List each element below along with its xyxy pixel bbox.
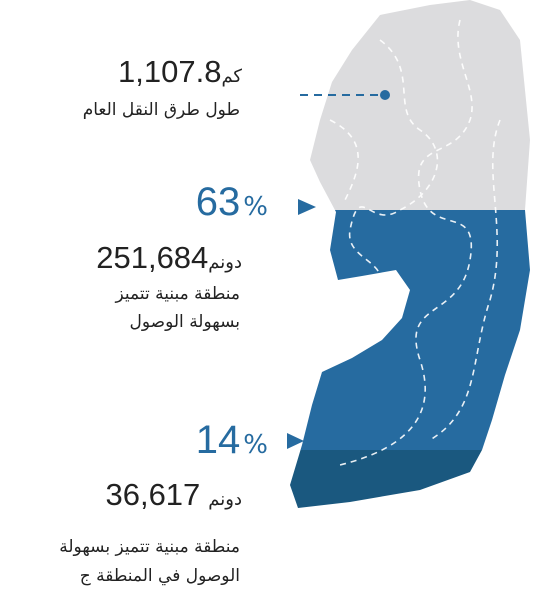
- percent: 14 %: [196, 418, 268, 463]
- area-c-value: 36,617 دونم: [105, 477, 242, 513]
- percent-sign: %: [243, 430, 268, 460]
- arrow: [298, 199, 316, 215]
- map: [290, 0, 530, 508]
- percent-number: 14: [195, 418, 241, 462]
- number: 251,684: [96, 240, 209, 275]
- pointer-dot: [380, 90, 390, 100]
- percent-number: 63: [195, 180, 241, 224]
- label-line: منطقة مبنية تتميز: [115, 284, 240, 304]
- accessible-value: 251,684 دونم: [96, 240, 242, 276]
- number: 36,617: [105, 477, 201, 512]
- roads-label: طول طرق النقل العام: [82, 100, 240, 120]
- number: 1,107.8: [118, 54, 222, 89]
- label-line: منطقة مبنية تتميز بسهولة: [59, 537, 240, 557]
- roads-value: 1,107.8 كم: [118, 54, 242, 90]
- arrow: [287, 433, 304, 449]
- unit: دونم: [208, 489, 242, 510]
- percent-sign: %: [243, 192, 268, 222]
- unit: كم: [221, 66, 242, 87]
- percent: 63 %: [196, 180, 268, 225]
- label-line: بسهولة الوصول: [129, 312, 240, 332]
- label-line: الوصول في المنطقة ج: [79, 566, 240, 586]
- unit: دونم: [208, 252, 242, 273]
